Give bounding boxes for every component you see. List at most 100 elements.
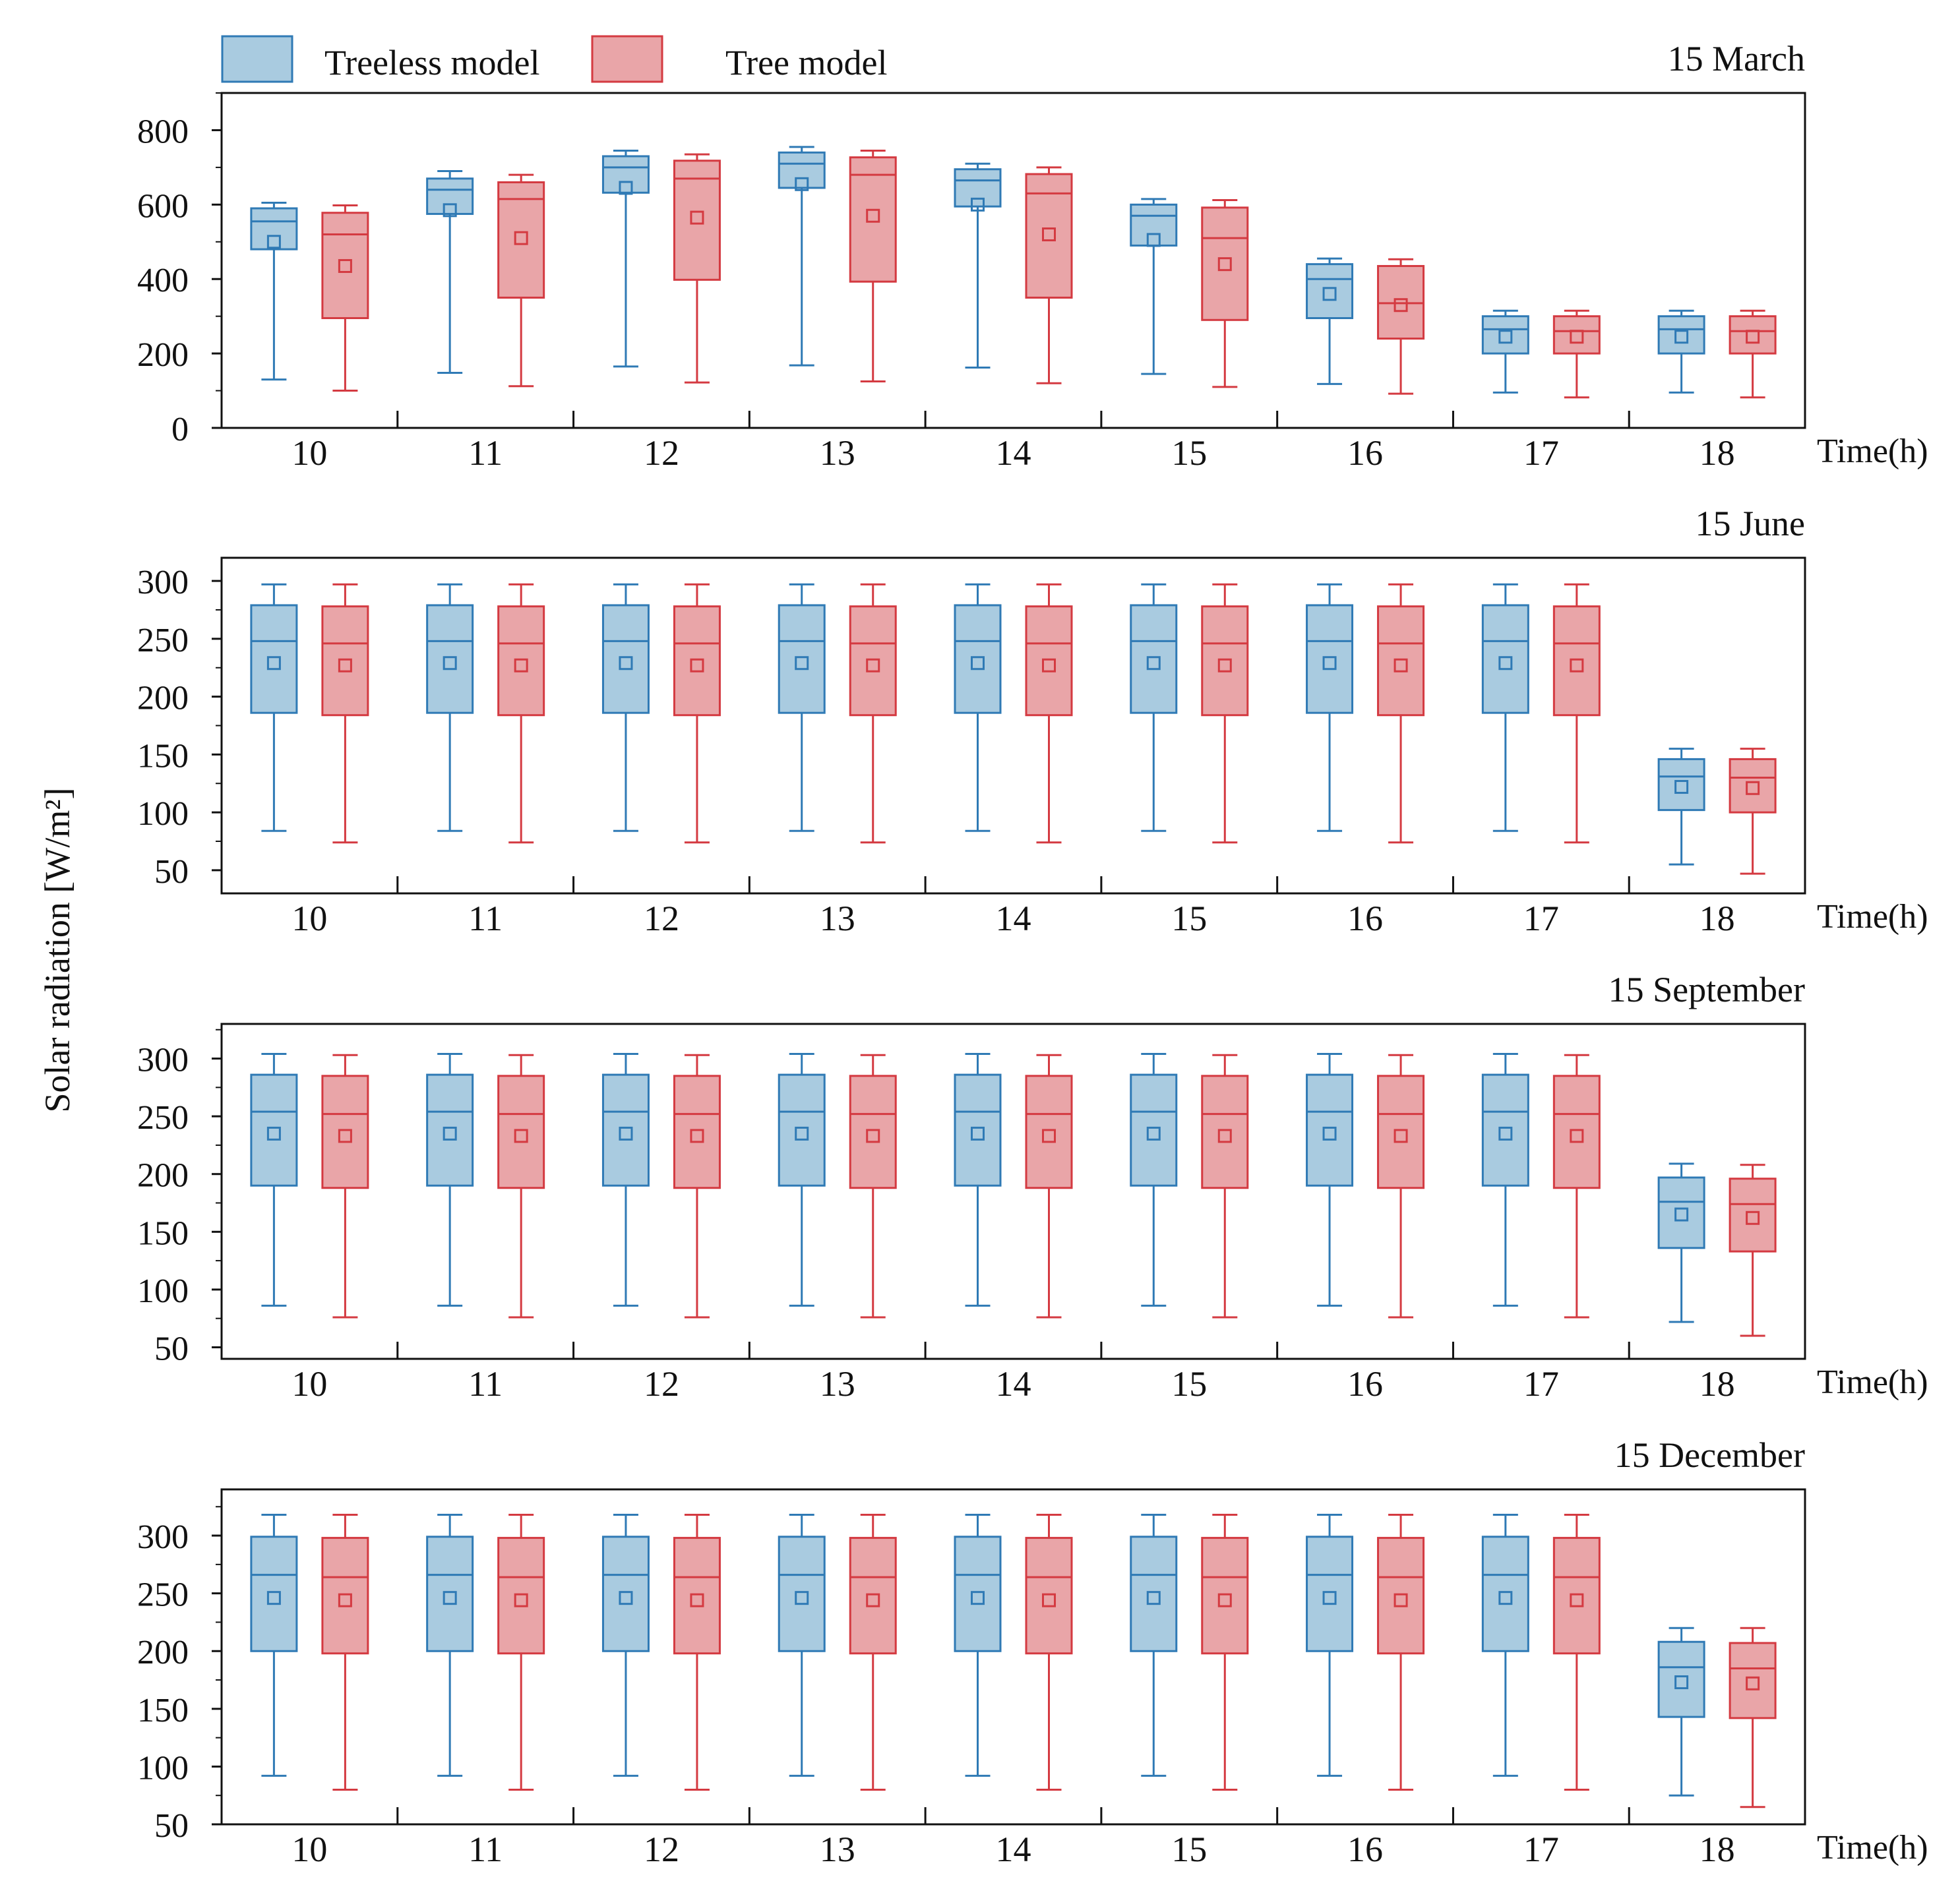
box-body: [849, 1075, 897, 1189]
mean-marker: [514, 658, 528, 672]
mean-marker: [619, 656, 633, 671]
mean-marker: [1674, 1207, 1689, 1222]
box-treeless: [1657, 1627, 1705, 1797]
y-tick-label: 200: [137, 1157, 189, 1195]
x-tick-label: 10: [291, 433, 327, 473]
box-tree: [1201, 583, 1249, 844]
y-tick-label: 800: [137, 113, 189, 150]
mean-marker: [690, 658, 704, 672]
x-tick-label: 17: [1523, 433, 1559, 473]
mean-marker: [1570, 658, 1584, 672]
mean-marker: [1393, 1593, 1408, 1607]
box-body: [849, 156, 897, 283]
box-tree: [497, 1514, 545, 1791]
box-body: [1729, 1642, 1777, 1719]
box-body: [250, 207, 298, 251]
mean-marker: [866, 1129, 880, 1143]
box-body: [1201, 1075, 1249, 1189]
box-treeless: [1130, 198, 1178, 375]
x-axis-label: Time(h): [1817, 898, 1928, 936]
box-body: [1201, 1537, 1249, 1655]
panel-title: 15 December: [1614, 1435, 1805, 1475]
x-tick-label: 13: [820, 899, 855, 938]
panel-title: 15 March: [1668, 39, 1805, 78]
box-tree: [1025, 166, 1073, 384]
mean-marker: [338, 258, 352, 273]
box-body: [1377, 1075, 1425, 1189]
box-body: [250, 1073, 298, 1187]
box-tree: [1552, 583, 1601, 844]
x-tick-label: 13: [820, 1364, 855, 1404]
x-tick-label: 14: [996, 1364, 1031, 1404]
box-treeless: [426, 1053, 474, 1307]
y-tick-label: 100: [137, 1272, 189, 1310]
x-tick-label: 18: [1700, 899, 1735, 938]
x-tick-label: 15: [1171, 433, 1207, 473]
box-treeless: [601, 583, 650, 832]
mean-marker: [266, 1126, 281, 1141]
box-body: [1377, 1537, 1425, 1655]
box-body: [673, 1075, 721, 1189]
box-treeless: [426, 583, 474, 832]
mean-marker: [514, 1129, 528, 1143]
box-treeless: [1306, 1514, 1354, 1777]
x-tick-label: 11: [468, 1830, 503, 1869]
x-tick-label: 17: [1523, 1830, 1559, 1869]
x-tick-label: 14: [996, 899, 1031, 938]
mean-marker: [443, 1126, 457, 1141]
box-tree: [321, 1054, 369, 1319]
box-body: [778, 151, 826, 189]
box-tree: [321, 583, 369, 844]
chart-panel: 15 September 50 100 150 200 250 300 10 11 12 13 14 1…: [137, 970, 1928, 1404]
y-tick-label: 50: [154, 1807, 189, 1845]
mean-marker: [1498, 656, 1513, 671]
mean-marker: [443, 656, 457, 671]
box-tree: [1729, 748, 1777, 875]
mean-marker: [866, 1593, 880, 1607]
box-treeless: [1306, 257, 1354, 385]
x-tick-label: 16: [1347, 1364, 1383, 1404]
mean-marker: [1498, 1126, 1513, 1141]
box-tree: [849, 1514, 897, 1791]
mean-marker: [1217, 658, 1232, 672]
box-tree: [1025, 1054, 1073, 1319]
y-tick-label: 0: [171, 411, 189, 448]
box-tree: [1377, 1514, 1425, 1791]
y-tick-label: 200: [137, 680, 189, 717]
box-body: [1306, 604, 1354, 714]
box-body: [426, 1073, 474, 1187]
box-treeless: [954, 1514, 1002, 1777]
mean-marker: [266, 656, 281, 671]
box-treeless: [778, 1053, 826, 1307]
x-tick-label: 14: [996, 1830, 1031, 1869]
box-body: [321, 212, 369, 319]
box-body: [1377, 605, 1425, 717]
x-tick-label: 12: [644, 433, 679, 473]
plot-frame: [220, 92, 1806, 429]
box-body: [673, 605, 721, 717]
x-tick-label: 10: [291, 1830, 327, 1869]
y-tick-label: 300: [137, 564, 189, 601]
box-tree: [1025, 583, 1073, 844]
mean-marker: [690, 1593, 704, 1607]
box-body: [1729, 1178, 1777, 1253]
box-treeless: [954, 1053, 1002, 1307]
y-tick-label: 150: [137, 737, 189, 775]
plot-frame: [220, 1488, 1806, 1826]
mean-marker: [1322, 1126, 1337, 1141]
box-tree: [1729, 1627, 1777, 1808]
box-tree: [1552, 1054, 1601, 1319]
y-tick-label: 150: [137, 1692, 189, 1729]
box-body: [250, 1536, 298, 1652]
box-body: [1481, 1536, 1529, 1652]
mean-marker: [795, 1591, 809, 1605]
box-body: [426, 604, 474, 714]
box-body: [1306, 1073, 1354, 1187]
box-body: [1657, 758, 1705, 812]
x-tick-label: 10: [291, 899, 327, 938]
x-tick-label: 13: [820, 1830, 855, 1869]
box-body: [321, 1537, 369, 1655]
box-treeless: [954, 583, 1002, 832]
box-treeless: [1481, 1053, 1529, 1307]
